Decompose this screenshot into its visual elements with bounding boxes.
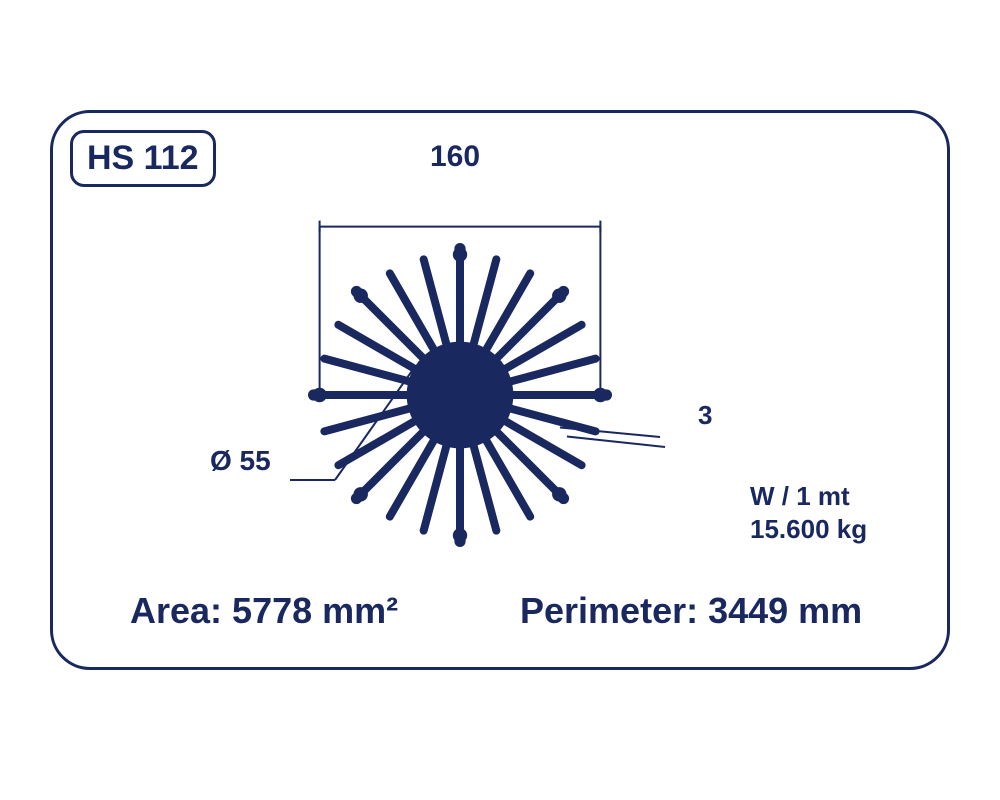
dimension-fin-thickness-label: 3 — [698, 400, 712, 431]
perimeter-spec: Perimeter: 3449 mm — [520, 590, 862, 632]
dimension-core-diameter-label: Ø 55 — [210, 445, 271, 477]
area-spec: Area: 5778 mm² — [130, 590, 398, 632]
part-number-text: HS 112 — [87, 139, 199, 177]
part-number-badge: HS 112 — [70, 130, 216, 187]
weight-unit-label: W / 1 mt — [750, 480, 867, 513]
heatsink-drawing — [250, 155, 670, 575]
dimension-width-label: 160 — [430, 140, 480, 174]
weight-block: W / 1 mt 15.600 kg — [750, 480, 867, 545]
weight-value-label: 15.600 kg — [750, 513, 867, 546]
